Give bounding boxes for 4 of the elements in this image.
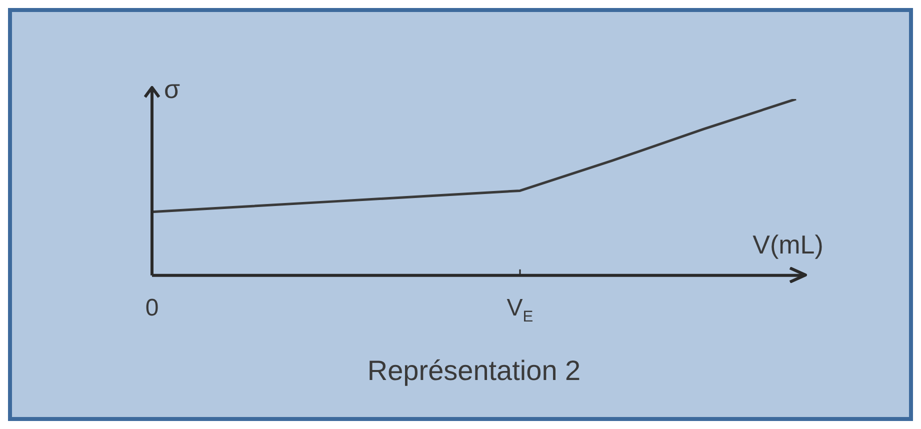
- x-axis-title: V(mL): [752, 229, 824, 260]
- text: Représentation 2: [367, 354, 581, 386]
- x-tick-label: 0: [145, 294, 159, 322]
- y-axis-title: σ: [164, 74, 180, 104]
